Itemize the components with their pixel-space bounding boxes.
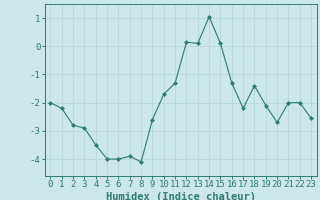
X-axis label: Humidex (Indice chaleur): Humidex (Indice chaleur) — [106, 192, 256, 200]
